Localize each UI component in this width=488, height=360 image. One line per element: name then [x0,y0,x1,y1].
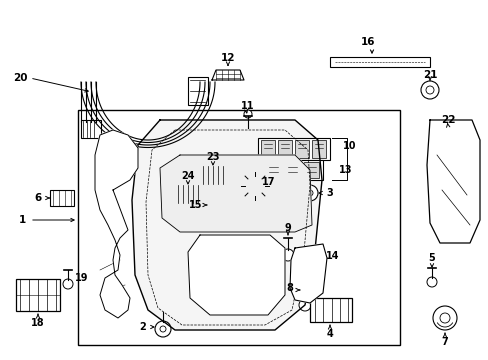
Text: 4: 4 [326,329,333,339]
Bar [294,140,308,158]
Text: 15: 15 [189,200,203,210]
Bar [263,160,323,180]
Circle shape [447,136,455,144]
Polygon shape [187,235,285,315]
Polygon shape [132,120,321,330]
Bar [304,162,318,178]
Polygon shape [160,155,311,232]
Bar [329,57,429,67]
Text: 20: 20 [13,73,27,83]
Bar [50,190,74,206]
Circle shape [439,313,449,323]
Text: 24: 24 [181,171,194,181]
Bar [261,140,274,158]
Bar [81,120,101,138]
Circle shape [420,81,438,99]
Text: 13: 13 [339,165,352,175]
Circle shape [63,279,73,289]
Circle shape [298,299,310,311]
Bar [265,162,281,178]
Text: 2: 2 [140,322,146,332]
Text: 10: 10 [343,141,356,151]
Circle shape [306,190,312,196]
Circle shape [209,197,225,213]
Circle shape [441,130,461,150]
Bar [187,77,207,105]
Bar [311,140,325,158]
Text: 19: 19 [75,273,88,283]
Circle shape [244,175,265,197]
Circle shape [452,171,460,179]
Circle shape [155,321,171,337]
Circle shape [302,185,317,201]
Circle shape [426,277,436,287]
Text: 14: 14 [325,251,339,261]
Text: 23: 23 [206,152,219,162]
Circle shape [249,181,260,191]
Polygon shape [95,130,138,318]
Text: 6: 6 [34,193,41,203]
Circle shape [447,166,465,184]
Text: 7: 7 [441,337,447,347]
Polygon shape [289,244,326,303]
Circle shape [432,306,456,330]
Bar [78,110,399,345]
Text: 22: 22 [440,115,454,125]
Circle shape [442,201,460,219]
Text: 9: 9 [284,223,291,233]
Text: 17: 17 [262,177,275,187]
Circle shape [282,249,293,261]
Polygon shape [426,120,479,243]
Bar [16,279,60,311]
Circle shape [244,110,251,118]
Text: 12: 12 [220,53,235,63]
Circle shape [160,326,165,332]
Text: 3: 3 [326,188,333,198]
Text: 11: 11 [241,101,254,111]
Circle shape [425,86,433,94]
Text: 21: 21 [422,70,436,80]
Circle shape [215,202,221,208]
Text: 1: 1 [19,215,25,225]
Polygon shape [212,70,244,80]
Text: 18: 18 [31,318,45,328]
Bar [285,162,299,178]
Circle shape [439,228,453,242]
Bar [309,298,351,322]
Bar [258,138,329,160]
Text: 16: 16 [360,37,374,47]
Bar [278,140,291,158]
Circle shape [447,206,455,214]
Bar [199,166,226,184]
Text: 5: 5 [428,253,434,263]
Bar [174,185,202,203]
Text: 8: 8 [286,283,293,293]
